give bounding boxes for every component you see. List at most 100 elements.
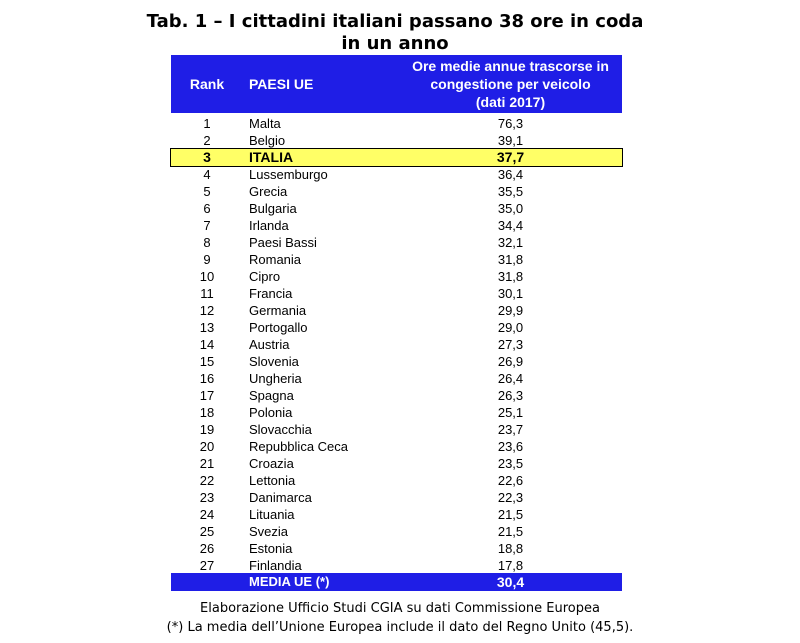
row-value: 34,4 xyxy=(497,218,524,233)
table-row: 8 Paesi Bassi 32,1 xyxy=(171,234,622,251)
header-value-line3: (dati 2017) xyxy=(475,94,546,110)
row-value: 31,8 xyxy=(497,252,524,267)
row-value: 36,4 xyxy=(497,167,524,182)
row-rank: 4 xyxy=(203,167,211,182)
row-country: Francia xyxy=(249,286,293,301)
row-country: Svezia xyxy=(249,524,289,539)
row-country: Portogallo xyxy=(249,320,308,335)
row-rank: 25 xyxy=(199,524,215,539)
table-row: 12 Germania 29,9 xyxy=(171,302,622,319)
row-country: Lituania xyxy=(249,507,295,522)
row-country: Grecia xyxy=(249,184,288,199)
row-rank: 23 xyxy=(199,490,215,505)
table-row: 24 Lituania 21,5 xyxy=(171,506,622,523)
table-row: 27 Finlandia 17,8 xyxy=(171,557,622,574)
row-rank: 16 xyxy=(199,371,215,386)
row-rank: 17 xyxy=(199,388,215,403)
table-row-highlighted: 3 ITALIA 37,7 xyxy=(170,148,623,167)
row-rank: 15 xyxy=(199,354,215,369)
table-row: 7 Irlanda 34,4 xyxy=(171,217,622,234)
row-country: Slovacchia xyxy=(249,422,312,437)
table-row: 13 Portogallo 29,0 xyxy=(171,319,622,336)
row-rank: 1 xyxy=(203,116,211,131)
row-value: 23,5 xyxy=(497,456,524,471)
row-value: 76,3 xyxy=(497,116,524,131)
row-rank: 8 xyxy=(203,235,211,250)
table-row: 6 Bulgaria 35,0 xyxy=(171,200,622,217)
row-country: Germania xyxy=(249,303,307,318)
table-row: 1 Malta 76,3 xyxy=(171,115,622,132)
row-value: 23,6 xyxy=(497,439,524,454)
table-row: 4 Lussemburgo 36,4 xyxy=(171,166,622,183)
row-country: Repubblica Ceca xyxy=(249,439,349,454)
row-value: 29,0 xyxy=(497,320,524,335)
row-value: 22,3 xyxy=(497,490,524,505)
row-value: 26,3 xyxy=(497,388,524,403)
table-row: 22 Lettonia 22,6 xyxy=(171,472,622,489)
row-country: Ungheria xyxy=(249,371,302,386)
row-country: Danimarca xyxy=(249,490,312,505)
table-title: Tab. 1 – I cittadini italiani passano 38… xyxy=(0,11,790,55)
row-rank: 20 xyxy=(199,439,215,454)
row-value: 31,8 xyxy=(497,269,524,284)
row-country: Cipro xyxy=(249,269,281,284)
row-value: 23,7 xyxy=(497,422,524,437)
eu-average-value: 30,4 xyxy=(496,574,525,590)
table-row: 20 Repubblica Ceca 23,6 xyxy=(171,438,622,455)
row-country: Romania xyxy=(249,252,302,267)
row-rank: 5 xyxy=(203,184,211,199)
table-row: 14 Austria 27,3 xyxy=(171,336,622,353)
row-country: Belgio xyxy=(249,133,286,148)
row-value: 32,1 xyxy=(497,235,524,250)
row-value: 26,9 xyxy=(497,354,524,369)
table-row: 26 Estonia 18,8 xyxy=(171,540,622,557)
table-row: 21 Croazia 23,5 xyxy=(171,455,622,472)
source-note: Elaborazione Ufficio Studi CGIA su dati … xyxy=(200,601,600,616)
row-country: Estonia xyxy=(249,541,293,556)
row-rank: 22 xyxy=(199,473,215,488)
row-country: Paesi Bassi xyxy=(249,235,317,250)
row-rank: 13 xyxy=(199,320,215,335)
row-value: 39,1 xyxy=(497,133,524,148)
eu-average-row: MEDIA UE (*) 30,4 xyxy=(171,573,622,591)
row-value: 30,1 xyxy=(497,286,524,301)
row-country: Finlandia xyxy=(249,558,302,573)
table-row: 23 Danimarca 22,3 xyxy=(171,489,622,506)
row-value: 21,5 xyxy=(497,524,524,539)
header-value-line1: Ore medie annue trascorse in xyxy=(412,58,609,74)
row-rank: 6 xyxy=(203,201,211,216)
table-row: 16 Ungheria 26,4 xyxy=(171,370,622,387)
table-row: 18 Polonia 25,1 xyxy=(171,404,622,421)
row-value: 25,1 xyxy=(497,405,524,420)
row-rank: 27 xyxy=(199,558,215,573)
table-title-line2: in un anno xyxy=(341,33,449,54)
row-value: 22,6 xyxy=(497,473,524,488)
row-country: Lettonia xyxy=(249,473,296,488)
table-header: Rank PAESI UE Ore medie annue trascorse … xyxy=(171,55,622,113)
footnote: (*) La media dell’Unione Europea include… xyxy=(166,620,634,635)
header-country: PAESI UE xyxy=(249,76,314,92)
row-value: 18,8 xyxy=(497,541,524,556)
row-value: 26,4 xyxy=(497,371,524,386)
row-value: 29,9 xyxy=(497,303,524,318)
row-value: 35,5 xyxy=(497,184,524,199)
row-country: Lussemburgo xyxy=(249,167,328,182)
row-country: Polonia xyxy=(249,405,293,420)
table-row: 17 Spagna 26,3 xyxy=(171,387,622,404)
row-value: 37,7 xyxy=(496,149,525,165)
row-country: Malta xyxy=(249,116,281,131)
row-value: 17,8 xyxy=(497,558,524,573)
header-rank: Rank xyxy=(189,76,225,92)
header-value-line2: congestione per veicolo xyxy=(430,76,591,92)
row-rank: 19 xyxy=(199,422,215,437)
eu-average-label: MEDIA UE (*) xyxy=(249,574,330,589)
table-body: 1 Malta 76,3 2 Belgio 39,1 3 ITALIA 37,7 4 Lussemb… xyxy=(170,115,623,574)
header-value: Ore medie annue trascorse in congestione… xyxy=(399,57,622,111)
row-value: 35,0 xyxy=(497,201,524,216)
row-rank: 21 xyxy=(199,456,215,471)
table-row: 5 Grecia 35,5 xyxy=(171,183,622,200)
row-country: ITALIA xyxy=(249,149,294,165)
row-country: Austria xyxy=(249,337,290,352)
table-row: 2 Belgio 39,1 xyxy=(171,132,622,149)
row-rank: 14 xyxy=(199,337,215,352)
